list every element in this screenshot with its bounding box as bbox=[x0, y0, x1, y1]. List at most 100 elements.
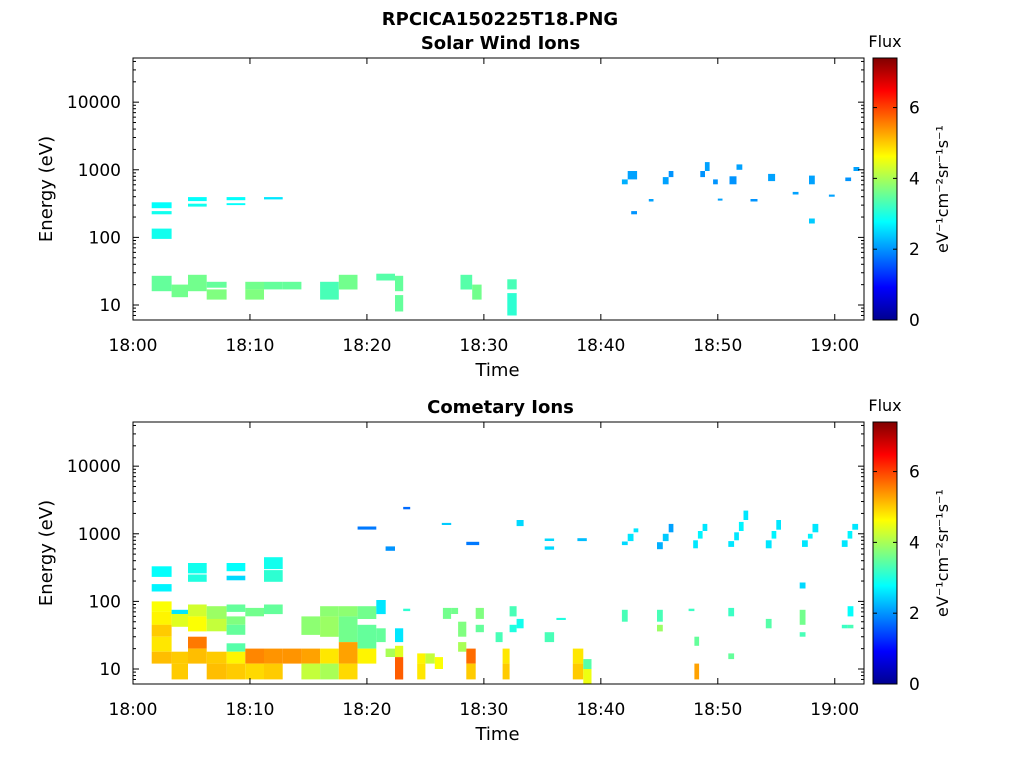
x-tick-label: 18:20 bbox=[342, 700, 391, 720]
heatmap-cell bbox=[395, 295, 404, 312]
heatmap-cell bbox=[509, 606, 517, 617]
heatmap-cell bbox=[841, 624, 848, 629]
colorbar-gradient bbox=[872, 421, 898, 685]
heatmap-cell bbox=[583, 669, 592, 684]
heatmap-cell bbox=[556, 617, 566, 620]
heatmap-cell bbox=[697, 531, 703, 539]
heatmap-cell bbox=[245, 648, 264, 664]
heatmap-cell bbox=[577, 538, 587, 542]
heatmap-cell bbox=[668, 523, 674, 533]
heatmap-cell bbox=[802, 540, 808, 547]
heatmap-cell bbox=[301, 616, 321, 635]
heatmap-cell bbox=[693, 540, 698, 549]
heatmap-cell bbox=[188, 636, 207, 649]
heatmap-cell bbox=[736, 164, 743, 170]
heatmap-cell bbox=[151, 566, 172, 577]
y-tick-label: 1000 bbox=[78, 525, 121, 545]
heatmap-cell bbox=[475, 624, 484, 633]
x-tick-label: 18:50 bbox=[693, 700, 742, 720]
heatmap-cell bbox=[662, 533, 669, 542]
x-axis-label: Time bbox=[474, 724, 519, 745]
heatmap-cell bbox=[627, 171, 638, 180]
colorbar: 0 2 4 6 Flux eV⁻¹cm⁻²sr⁻¹s⁻¹ bbox=[868, 32, 952, 331]
heatmap-cell bbox=[694, 663, 700, 680]
heatmap-cell bbox=[657, 609, 663, 622]
heatmap-cell bbox=[171, 614, 188, 627]
heatmap-cell bbox=[338, 274, 358, 290]
heatmap-cell bbox=[226, 624, 246, 635]
heatmap-cell bbox=[226, 643, 246, 652]
heatmap-cell bbox=[828, 194, 835, 197]
colorbar-tick-label: 2 bbox=[909, 240, 920, 260]
panel-2: Cometary Ions 18:00 18:10 18:20 18:30 18:40 18… bbox=[36, 396, 952, 745]
x-tick-label: 18:30 bbox=[459, 700, 508, 720]
heatmap-cell bbox=[151, 651, 172, 664]
colorbar-unit-label: eV⁻¹cm⁻²sr⁻¹s⁻¹ bbox=[933, 125, 952, 253]
heatmap-cell bbox=[451, 607, 459, 614]
x-tick-label: 18:20 bbox=[342, 336, 391, 356]
y-tick-label: 100 bbox=[89, 228, 121, 248]
heatmap-cell bbox=[206, 651, 227, 664]
y-tick-label: 10000 bbox=[67, 457, 121, 477]
heatmap-cell bbox=[151, 275, 172, 292]
heatmap-cell bbox=[799, 582, 806, 589]
heatmap-cell bbox=[621, 609, 628, 622]
heatmap-cell bbox=[743, 510, 749, 520]
panel-1: Solar Wind Ions 18:00 18:10 18:20 18:30 18:40… bbox=[36, 32, 952, 381]
heatmap-cell bbox=[264, 557, 283, 570]
heatmap-cell bbox=[188, 648, 207, 664]
heatmap-cell bbox=[434, 657, 443, 669]
colorbar-tick-label: 6 bbox=[909, 99, 920, 119]
heatmap-cell bbox=[395, 645, 404, 657]
heatmap-cell bbox=[188, 203, 207, 207]
x-tick-label: 18:40 bbox=[576, 336, 625, 356]
heatmap-cell bbox=[704, 162, 710, 171]
heatmap-cell bbox=[206, 663, 227, 680]
heatmap-cell bbox=[509, 624, 517, 633]
heatmap-cell bbox=[728, 653, 735, 660]
x-tick-label: 18:00 bbox=[109, 336, 158, 356]
heatmap-cell bbox=[776, 520, 781, 530]
colorbar-tick-label: 6 bbox=[909, 463, 920, 483]
heatmap-cell bbox=[320, 616, 339, 637]
panel-title: Cometary Ions bbox=[427, 397, 574, 418]
heatmap-cell bbox=[502, 648, 510, 664]
heatmap-cell bbox=[466, 541, 480, 546]
heatmap-cell bbox=[460, 274, 473, 290]
y-tick-label: 1000 bbox=[78, 161, 121, 181]
heatmap-cell bbox=[694, 636, 700, 646]
heatmap-cell bbox=[657, 542, 663, 550]
heatmap-cell bbox=[151, 601, 172, 612]
x-tick-label: 19:00 bbox=[810, 336, 859, 356]
heatmap-cell bbox=[206, 281, 227, 288]
heatmap-cell bbox=[425, 653, 435, 664]
heatmap-cell bbox=[338, 616, 358, 643]
heatmap-cell bbox=[395, 657, 404, 680]
heatmap-cell bbox=[171, 609, 188, 614]
heatmap-cell bbox=[845, 177, 852, 182]
y-tick-label: 10 bbox=[99, 296, 121, 316]
heatmap-cell bbox=[458, 642, 467, 652]
heatmap-cell bbox=[771, 531, 777, 539]
x-tick-label: 18:30 bbox=[459, 336, 508, 356]
heatmap-cell bbox=[264, 648, 283, 664]
colorbar-tick-label: 2 bbox=[909, 604, 920, 624]
heatmap-cell bbox=[700, 171, 705, 178]
heatmap-cell bbox=[633, 528, 639, 533]
colorbar-title: Flux bbox=[868, 396, 901, 415]
heatmap-cell bbox=[301, 663, 321, 680]
y-tick-label: 100 bbox=[89, 592, 121, 612]
heatmap-cell bbox=[812, 523, 819, 533]
heatmap-cell bbox=[395, 275, 404, 292]
heatmap-cell bbox=[385, 648, 395, 657]
heatmap-cell bbox=[750, 199, 758, 202]
heatmap-cell bbox=[376, 628, 386, 643]
heatmap-cell bbox=[466, 648, 476, 664]
heatmap-cell bbox=[648, 199, 654, 202]
heatmap-cell bbox=[847, 624, 854, 629]
x-tick-label: 19:00 bbox=[810, 700, 859, 720]
heatmap-cells bbox=[151, 506, 859, 684]
heatmap-cell bbox=[847, 606, 854, 617]
heatmap-cell bbox=[151, 228, 172, 239]
